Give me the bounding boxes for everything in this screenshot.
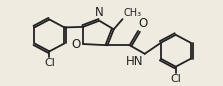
Text: Cl: Cl bbox=[170, 74, 181, 84]
Text: Cl: Cl bbox=[44, 58, 55, 68]
Text: CH₃: CH₃ bbox=[123, 8, 141, 18]
Text: HN: HN bbox=[126, 55, 144, 68]
Text: O: O bbox=[72, 38, 81, 51]
Text: N: N bbox=[95, 6, 103, 20]
Text: O: O bbox=[139, 17, 148, 30]
